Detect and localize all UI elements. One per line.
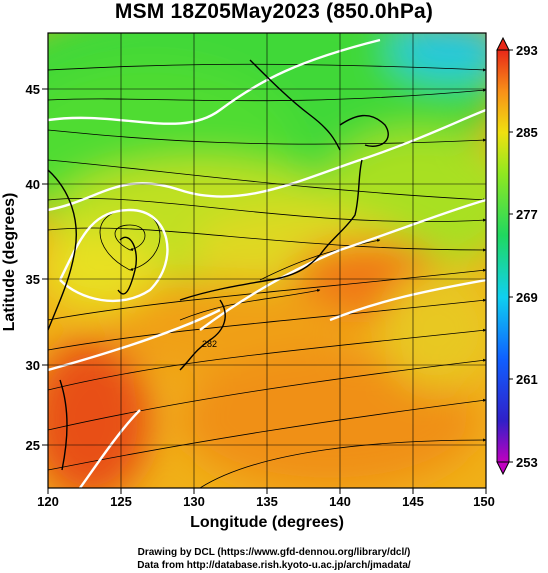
- colorbar-top-arrow: [496, 36, 510, 51]
- x-tick-130: 130: [183, 494, 205, 509]
- x-axis-label: Longitude (degrees): [190, 514, 344, 531]
- axis-ticks: [42, 88, 487, 494]
- x-tick-120: 120: [37, 494, 59, 509]
- colorbar-tick-253: 253: [516, 455, 538, 470]
- data-credit: Data from http://database.rish.kyoto-u.a…: [137, 560, 411, 571]
- wind-streamlines: [48, 63, 486, 488]
- colorbar-tick-285: 285: [516, 125, 538, 140]
- colorbar-bottom-arrow: [496, 461, 510, 476]
- y-tick-45: 45: [26, 82, 40, 97]
- x-tick-150: 150: [473, 494, 495, 509]
- colorbar-tick-293: 293: [516, 43, 538, 58]
- y-tick-40: 40: [26, 177, 40, 192]
- map-title: MSM 18Z05May2023 (850.0hPa): [114, 0, 434, 23]
- colorbar-tick-261: 261: [516, 372, 538, 387]
- y-tick-25: 25: [26, 438, 40, 453]
- x-tick-145: 145: [402, 494, 424, 509]
- colorbar-tick-277: 277: [516, 207, 538, 222]
- x-tick-140: 140: [329, 494, 351, 509]
- x-tick-135: 135: [256, 494, 278, 509]
- isotherm-contours: [48, 38, 486, 488]
- y-axis-label: Latitude (degrees): [1, 193, 18, 332]
- temperature-field: [48, 33, 486, 488]
- y-tick-35: 35: [26, 272, 40, 287]
- colorbar-scale: [496, 49, 510, 463]
- colorbar-tick-269: 269: [516, 290, 538, 305]
- drawing-credit: Drawing by DCL (https://www.gfd-dennou.o…: [137, 547, 411, 558]
- contour-label: 282: [202, 339, 217, 349]
- y-tick-30: 30: [26, 358, 40, 373]
- coastlines: [48, 59, 389, 471]
- x-tick-125: 125: [110, 494, 132, 509]
- colorbar: 293 285 277 269 261 253: [496, 36, 538, 476]
- map-grid: [48, 33, 486, 488]
